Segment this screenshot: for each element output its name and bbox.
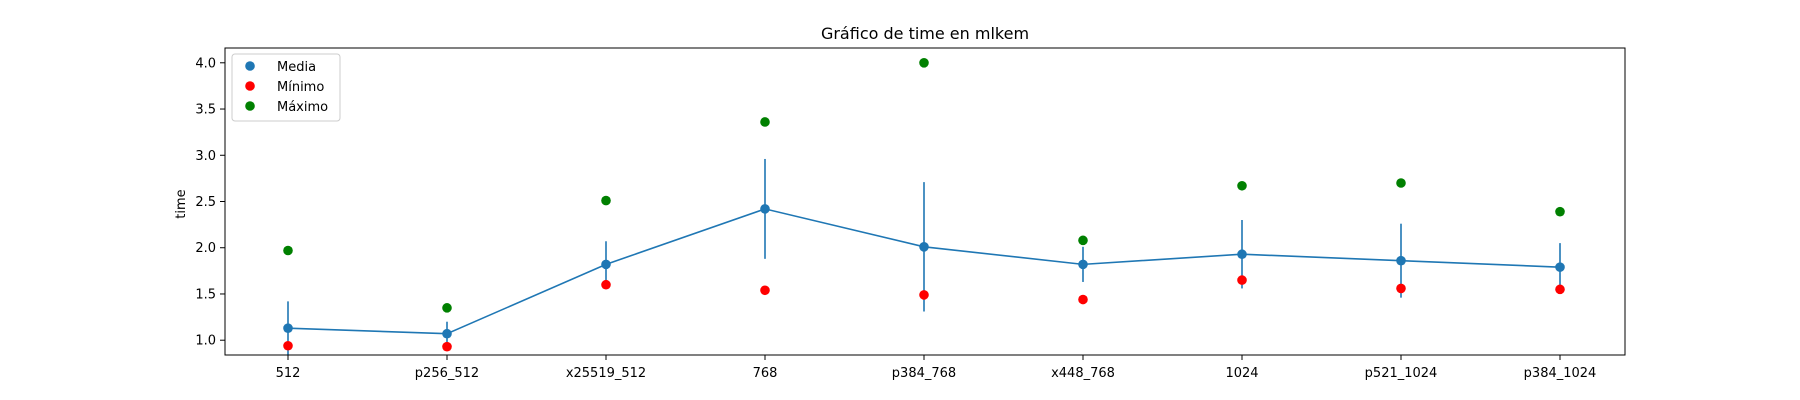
point-minimo — [1396, 283, 1406, 294]
x-tick-label: 1024 — [1225, 366, 1258, 381]
point-maximo — [1555, 206, 1565, 217]
legend-marker-maximo — [245, 101, 255, 111]
point-media — [601, 259, 611, 270]
legend-label-minimo: Mínimo — [277, 80, 324, 95]
x-tick-label: p384_1024 — [1524, 366, 1597, 381]
plot-frame — [224, 47, 1626, 356]
y-axis-label: time — [174, 189, 189, 218]
y-tick-label: 4.0 — [195, 56, 216, 71]
point-media — [760, 204, 770, 214]
point-maximo — [1396, 178, 1406, 188]
x-tick-label: x25519_512 — [566, 366, 646, 381]
y-tick-label: 2.0 — [195, 241, 216, 256]
x-tick-label: p521_1024 — [1365, 366, 1438, 381]
chart-title: Gráfico de time en mlkem — [821, 24, 1029, 43]
point-minimo — [1078, 294, 1088, 305]
point-minimo — [283, 340, 293, 351]
legend-marker-minimo — [245, 81, 255, 91]
legend-label-maximo: Máximo — [277, 100, 328, 115]
x-tick-label: x448_768 — [1051, 366, 1115, 381]
y-tick-label: 3.5 — [195, 103, 216, 118]
point-media — [1396, 255, 1406, 266]
legend-box — [231, 53, 341, 122]
point-media — [283, 323, 293, 333]
point-media — [1237, 249, 1247, 260]
point-media — [919, 242, 929, 252]
y-tick-label: 3.0 — [195, 149, 216, 164]
y-tick-label: 1.0 — [195, 334, 216, 349]
point-maximo — [283, 245, 293, 256]
point-maximo — [1078, 235, 1088, 246]
x-tick-label: 768 — [753, 366, 778, 381]
point-minimo — [760, 285, 770, 296]
point-maximo — [1237, 180, 1247, 191]
x-tick-label: 512 — [276, 366, 301, 381]
point-maximo — [442, 303, 452, 313]
point-maximo — [601, 195, 611, 206]
point-media — [1555, 262, 1565, 272]
point-media — [442, 328, 452, 339]
point-minimo — [442, 341, 452, 352]
plot-area: 1.0 1.5 2.0 2.5 3.0 3.5 4.0 512 p256_512 x25519_5… — [195, 56, 1596, 381]
point-minimo — [919, 290, 929, 300]
point-maximo — [760, 117, 770, 127]
point-maximo — [919, 57, 929, 68]
legend-marker-media — [245, 61, 255, 71]
legend-label-media: Media — [277, 60, 316, 75]
point-minimo — [601, 279, 611, 290]
point-minimo — [1237, 275, 1247, 285]
y-tick-label: 1.5 — [195, 287, 216, 302]
legend: Media Mínimo Máximo — [231, 53, 341, 122]
y-tick-label: 2.5 — [195, 195, 216, 210]
point-media — [1078, 259, 1088, 270]
point-minimo — [1555, 284, 1565, 295]
x-tick-label: p384_768 — [892, 366, 956, 381]
x-tick-label: p256_512 — [415, 366, 479, 381]
